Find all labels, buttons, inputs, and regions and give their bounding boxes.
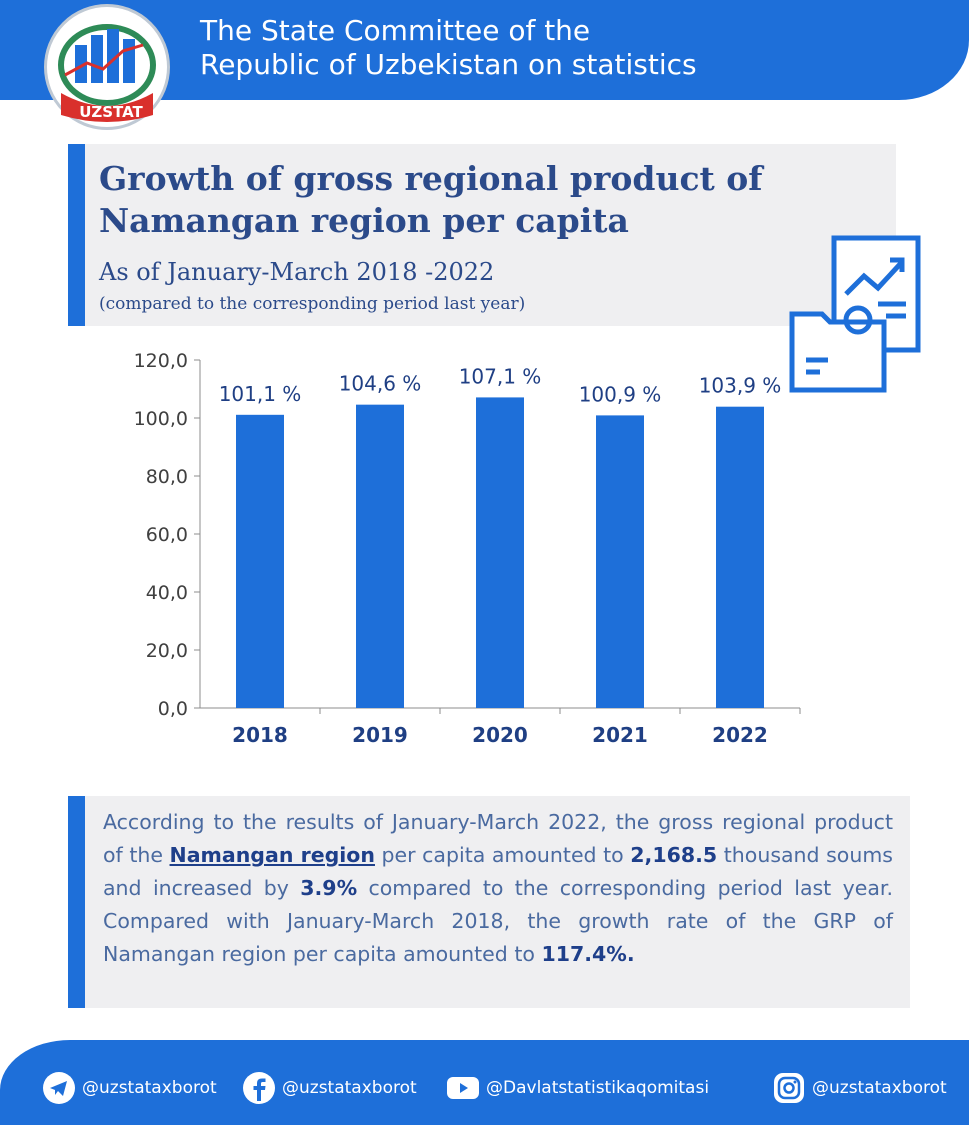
summary-part4: compared to the corresponding period las… [103,876,893,966]
summary-part3: thousand soums and increased by [103,843,893,900]
page-title-line1: Growth of gross regional product of [99,159,763,198]
facebook-link[interactable]: @uzstataxborot [242,1071,417,1105]
data-label: 103,9 % [699,374,782,398]
bar-chart: 0,0 20,0 40,0 60,0 80,0 100,0 120,0 101,1 % 201… [134,350,801,747]
x-tick-label: 2021 [592,723,648,747]
x-tick-label: 2018 [232,723,288,747]
bar [716,406,764,708]
youtube-icon [447,1077,479,1099]
x-tick-label: 2020 [472,723,528,747]
telegram-handle: @uzstataxborot [82,1078,217,1098]
total-value: 117.4%. [541,942,635,966]
footer-banner: @uzstataxborot @uzstataxborot @Davlatsta… [0,1040,969,1125]
growth-value: 3.9% [300,876,358,900]
data-label: 100,9 % [579,382,662,406]
bar [596,415,644,708]
logo-text: UZSTAT [79,103,143,121]
region-link[interactable]: Namangan region [169,843,375,867]
data-label: 104,6 % [339,372,422,396]
youtube-link[interactable]: @Davlatstatistikaqomitasi [446,1071,709,1105]
data-label: 107,1 % [459,364,542,388]
y-tick-label: 100,0 [134,408,188,430]
summary-part2: per capita amounted to [381,843,624,867]
facebook-handle: @uzstataxborot [282,1078,417,1098]
summary-text: According to the results of January-Marc… [103,806,893,971]
bar [356,404,404,708]
youtube-handle: @Davlatstatistikaqomitasi [486,1078,710,1098]
document-chart-icon [789,235,921,393]
instagram-link[interactable]: @uzstataxborot [772,1071,947,1105]
y-tick-label: 120,0 [134,350,188,372]
header-title-line2: Republic of Uzbekistan on statistics [200,48,697,81]
x-tick-label: 2019 [352,723,408,747]
instagram-handle: @uzstataxborot [812,1078,947,1098]
header-title-line1: The State Committee of the [200,14,591,47]
logo-emblem-icon [58,24,156,122]
facebook-icon [243,1072,275,1104]
uzstat-logo: UZSTAT [44,4,170,130]
header-title: The State Committee of the Republic of U… [200,14,697,82]
y-tick-label: 0,0 [158,698,188,720]
y-tick-label: 40,0 [146,582,188,604]
x-tick-label: 2022 [712,723,768,747]
instagram-icon [774,1073,804,1103]
y-tick-label: 80,0 [146,466,188,488]
page-title: Growth of gross regional product of Nama… [99,158,799,242]
y-tick-label: 20,0 [146,640,188,662]
data-label: 101,1 % [219,382,302,406]
title-panel: Growth of gross regional product of Nama… [68,144,896,326]
summary-panel: According to the results of January-Marc… [68,796,910,1008]
telegram-link[interactable]: @uzstataxborot [42,1071,217,1105]
bar [236,414,284,708]
y-tick-label: 60,0 [146,524,188,546]
bar [476,397,524,708]
telegram-icon [43,1072,75,1104]
subtitle: As of January-March 2018 -2022 [99,258,495,286]
subnote: (compared to the corresponding period la… [99,294,526,314]
page-title-line2: Namangan region per capita [99,201,629,240]
summary-part1: According to the results of January-Marc… [103,810,893,867]
amount-value: 2,168.5 [630,843,718,867]
